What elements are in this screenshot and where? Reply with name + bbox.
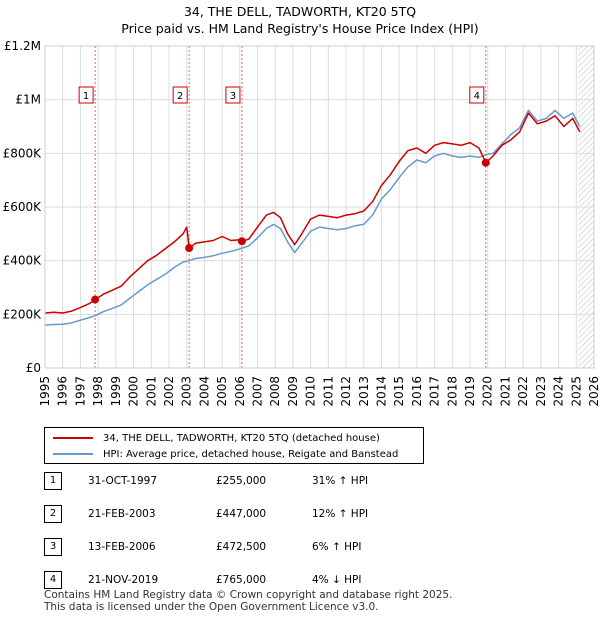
x-tick-label: 2018 [445,376,459,407]
y-tick-label: £1M [15,93,41,107]
footer-copyright: Contains HM Land Registry data © Crown c… [44,589,453,601]
x-tick-label: 2011 [321,376,335,407]
x-tick-label: 2007 [251,376,265,407]
legend-item-hpi: HPI: Average price, detached house, Reig… [53,447,398,461]
x-tick-label: 2006 [233,376,247,407]
sale-date: 13-FEB-2006 [88,541,156,553]
x-tick-label: 2017 [428,376,442,407]
sale-row: 1 31-OCT-1997 £255,000 31% ↑ HPI [44,472,384,490]
x-tick-label: 2021 [498,376,512,407]
sale-number-label: 1 [83,91,89,102]
legend-line-hpi [53,453,93,455]
x-tick-label: 2012 [339,376,353,407]
sale-hpi-diff: 4% ↓ HPI [312,574,362,586]
x-tick-label: 2019 [463,376,477,407]
sale-number-box [225,86,241,104]
plot-border [44,45,595,369]
sale-point [237,237,246,246]
sale-price: £447,000 [216,508,267,520]
chart: 1995 1996 1997 1998 1999 2000 2001 2002 2003 2004… [3,39,600,407]
x-tick-label: 2022 [516,376,530,407]
sale-number-box [172,86,188,104]
sale-number-badge: 3 [44,538,62,556]
sale-date: 21-FEB-2003 [88,508,156,520]
legend-line-property [53,437,93,439]
x-tick-label: 2009 [286,376,300,407]
x-tick-label: 2008 [268,376,282,407]
x-tick-label: 2010 [304,376,318,407]
legend-label-hpi: HPI: Average price, detached house, Reig… [103,448,399,460]
x-tick-label: 2024 [552,376,566,407]
legend-item-property: 34, THE DELL, TADWORTH, KT20 5TQ (detach… [53,431,380,445]
footer-licence: This data is licensed under the Open Gov… [44,601,379,613]
x-tick-label: 1996 [56,376,70,407]
sale-number-badge: 4 [44,571,62,589]
sale-point [481,158,490,167]
y-tick-label: £600K [3,200,43,214]
y-tick-label: £0 [26,361,41,375]
legend-label-property: 34, THE DELL, TADWORTH, KT20 5TQ (detach… [103,432,380,444]
sale-hpi-diff: 6% ↑ HPI [312,541,362,553]
x-tick-label: 1999 [109,376,123,407]
x-tick-label: 2026 [587,376,600,407]
sale-number-label: 2 [177,91,183,102]
sale-number-badge: 2 [44,505,62,523]
chart-title: 34, THE DELL, TADWORTH, KT20 5TQ [183,4,417,19]
sale-hpi-diff: 12% ↑ HPI [312,508,369,520]
x-tick-label: 2020 [481,376,495,407]
sale-number-label: 3 [230,91,236,102]
x-tick-label: 1997 [73,376,87,407]
sale-number-label: 4 [474,91,480,102]
y-tick-label: £1.2M [4,39,41,53]
sale-row: 3 13-FEB-2006 £472,500 6% ↑ HPI [44,538,384,556]
sale-date: 31-OCT-1997 [88,475,157,487]
sale-row: 4 21-NOV-2019 £765,000 4% ↓ HPI [44,571,384,589]
sale-point [185,244,194,253]
y-tick-label: £200K [3,307,43,321]
chart-subtitle: Price paid vs. HM Land Registry's House … [121,21,479,36]
y-tick-label: £800K [3,146,43,160]
sale-number-badge: 1 [44,472,62,490]
x-tick-label: 2002 [162,376,176,407]
sale-point [91,295,100,304]
x-tick-label: 2016 [410,376,424,407]
sale-price: £472,500 [216,541,267,553]
x-tick-label: 1995 [38,376,52,407]
x-tick-label: 2014 [374,376,388,407]
sale-number-box [78,86,94,104]
x-tick-label: 2005 [215,376,229,407]
legend: 34, THE DELL, TADWORTH, KT20 5TQ (detach… [44,427,424,464]
sale-number-box [469,86,485,104]
sale-date: 21-NOV-2019 [88,574,159,586]
sale-price: £255,000 [216,475,267,487]
hpi-line [44,109,581,326]
x-tick-label: 2001 [144,376,158,407]
x-tick-label: 2025 [569,376,583,407]
x-tick-label: 2023 [534,376,548,407]
x-tick-label: 2004 [197,376,211,407]
x-tick-label: 2013 [357,376,371,407]
x-tick-label: 2000 [127,376,141,407]
x-tick-label: 2003 [180,376,194,407]
sale-price: £765,000 [216,574,267,586]
y-tick-label: £400K [3,254,43,268]
sale-hpi-diff: 31% ↑ HPI [312,475,369,487]
sale-row: 2 21-FEB-2003 £447,000 12% ↑ HPI [44,505,384,523]
x-tick-label: 2015 [392,376,406,407]
x-tick-label: 1998 [91,376,105,407]
